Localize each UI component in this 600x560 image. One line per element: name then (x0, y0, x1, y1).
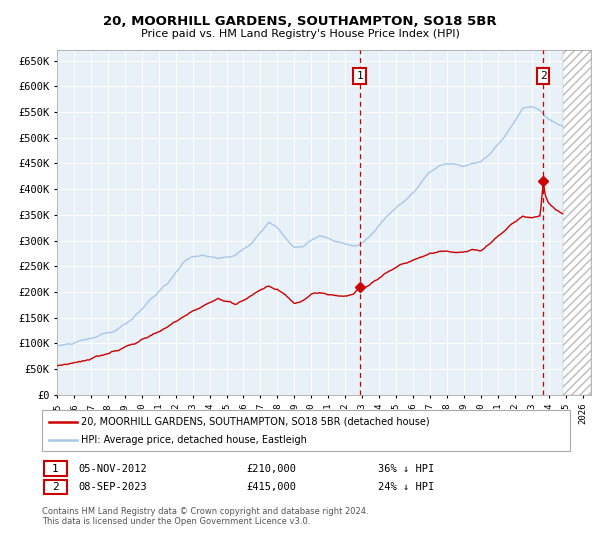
Text: 20, MOORHILL GARDENS, SOUTHAMPTON, SO18 5BR (detached house): 20, MOORHILL GARDENS, SOUTHAMPTON, SO18 … (81, 417, 430, 427)
Text: 1: 1 (356, 71, 363, 81)
Text: 36% ↓ HPI: 36% ↓ HPI (378, 464, 434, 474)
Text: 05-NOV-2012: 05-NOV-2012 (78, 464, 147, 474)
Text: HPI: Average price, detached house, Eastleigh: HPI: Average price, detached house, East… (81, 435, 307, 445)
Text: Contains HM Land Registry data © Crown copyright and database right 2024.
This d: Contains HM Land Registry data © Crown c… (42, 507, 368, 526)
Text: 2: 2 (52, 482, 59, 492)
Text: 08-SEP-2023: 08-SEP-2023 (78, 482, 147, 492)
Text: £415,000: £415,000 (246, 482, 296, 492)
Text: Price paid vs. HM Land Registry's House Price Index (HPI): Price paid vs. HM Land Registry's House … (140, 29, 460, 39)
Text: 2: 2 (540, 71, 547, 81)
Text: 1: 1 (52, 464, 59, 474)
Text: £210,000: £210,000 (246, 464, 296, 474)
Bar (563, 50, 591, 395)
Text: 24% ↓ HPI: 24% ↓ HPI (378, 482, 434, 492)
Text: 20, MOORHILL GARDENS, SOUTHAMPTON, SO18 5BR: 20, MOORHILL GARDENS, SOUTHAMPTON, SO18 … (103, 15, 497, 27)
